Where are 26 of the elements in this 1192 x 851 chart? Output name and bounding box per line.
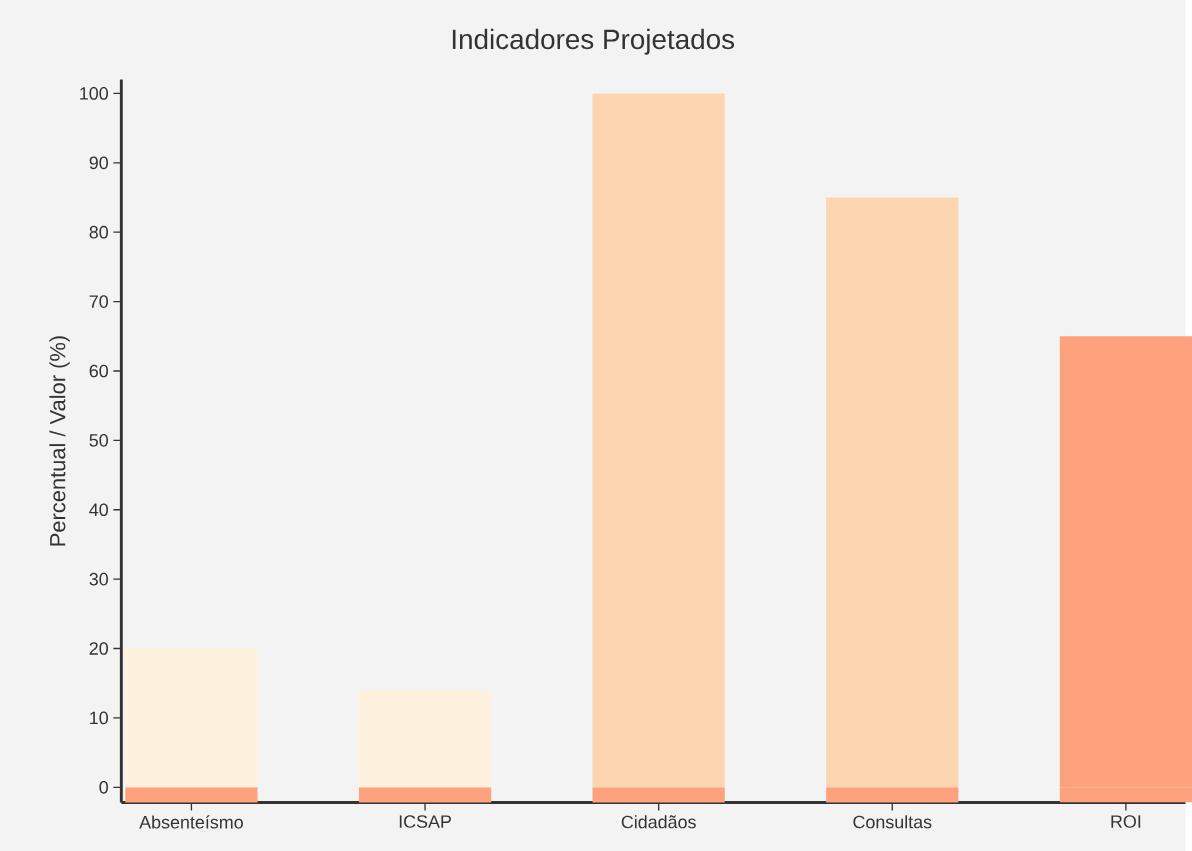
x-tick-label: Absenteísmo bbox=[139, 815, 243, 829]
chart-title: Indicadores Projetados bbox=[452, 28, 735, 55]
bar bbox=[826, 197, 959, 788]
y-tick-label: 70 bbox=[89, 295, 108, 308]
bar bbox=[592, 93, 725, 788]
y-tick-label: 30 bbox=[89, 572, 108, 586]
y-tick-label: 40 bbox=[89, 503, 108, 516]
y-tick-label: 100 bbox=[80, 86, 108, 100]
x-tick-label: Cidadãos bbox=[621, 815, 696, 829]
bar bbox=[358, 787, 492, 803]
y-tick-label: 60 bbox=[89, 364, 108, 378]
y-tick-label: 80 bbox=[89, 225, 108, 239]
y-tick-label: 90 bbox=[89, 156, 108, 169]
y-tick-label: 10 bbox=[90, 711, 108, 725]
bar bbox=[125, 787, 258, 803]
bar bbox=[125, 648, 258, 788]
bar bbox=[592, 787, 725, 803]
y-axis-title: Percentual / Valor (%) bbox=[49, 336, 70, 546]
y-tick-label: 0 bbox=[99, 780, 108, 794]
bar bbox=[826, 787, 959, 803]
x-tick-label: ROI bbox=[1111, 815, 1141, 828]
x-tick-label: ICSAP bbox=[399, 815, 451, 828]
bar bbox=[358, 690, 492, 788]
x-tick-label: Consultas bbox=[853, 815, 932, 829]
y-tick-label: 50 bbox=[89, 433, 108, 447]
y-tick-label: 20 bbox=[89, 642, 108, 655]
